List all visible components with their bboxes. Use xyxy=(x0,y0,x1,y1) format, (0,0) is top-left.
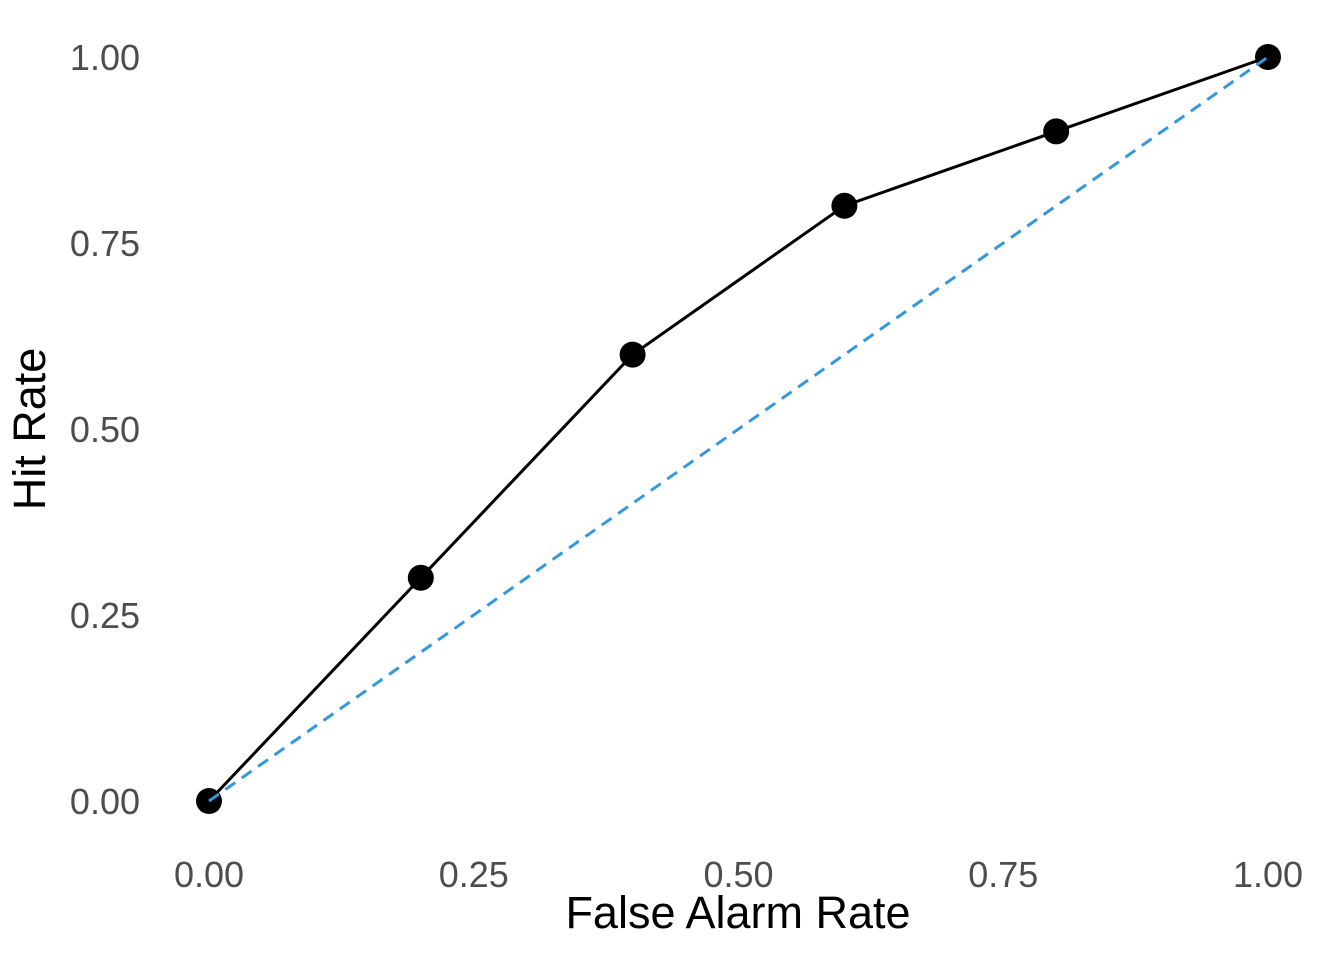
roc-curve-point xyxy=(407,564,434,591)
x-axis-tick-labels: 0.00 0.25 0.50 0.75 1.00 xyxy=(174,854,1303,895)
x-axis-title: False Alarm Rate xyxy=(565,887,910,938)
x-tick-label: 0.25 xyxy=(439,854,509,895)
x-tick-label: 1.00 xyxy=(1233,854,1303,895)
roc-curve-line xyxy=(207,55,1269,803)
roc-curve-point xyxy=(831,192,858,219)
y-axis-tick-labels: 0.00 0.25 0.50 0.75 1.00 xyxy=(70,37,140,822)
x-tick-label: 0.50 xyxy=(703,854,773,895)
y-tick-label: 0.00 xyxy=(70,781,140,822)
y-tick-label: 0.75 xyxy=(70,223,140,264)
y-tick-label: 0.50 xyxy=(70,409,140,450)
chance-diagonal-line xyxy=(208,55,1269,803)
roc-curve-point xyxy=(1255,44,1281,70)
y-tick-label: 1.00 xyxy=(70,37,140,78)
x-tick-label: 0.75 xyxy=(968,854,1038,895)
y-axis-title: Hit Rate xyxy=(4,348,55,511)
roc-curve-point xyxy=(1043,118,1070,145)
x-tick-label: 0.00 xyxy=(174,854,244,895)
y-tick-label: 0.25 xyxy=(70,595,140,636)
roc-curve-point xyxy=(619,341,646,368)
plot-area xyxy=(196,44,1281,814)
